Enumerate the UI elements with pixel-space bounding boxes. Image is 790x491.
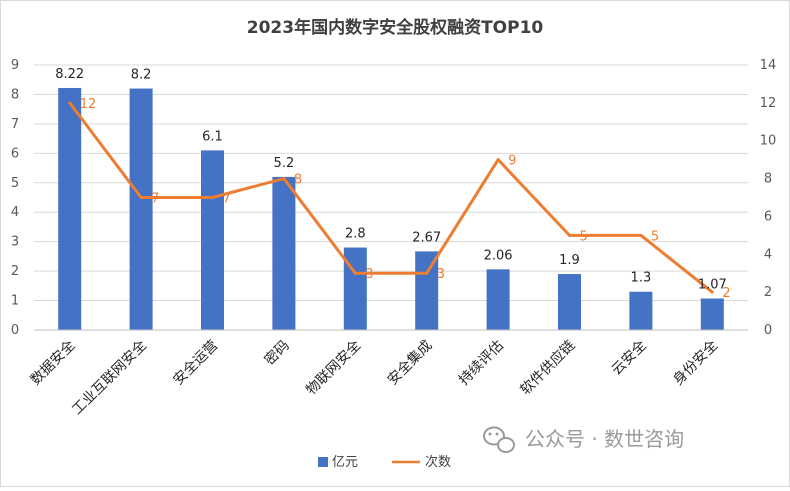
line-point [496, 158, 500, 162]
line-data-label: 12 [80, 97, 97, 112]
bar-data-label: 1.07 [698, 277, 727, 292]
y-left-tick-label: 6 [11, 146, 19, 161]
line-data-label: 7 [151, 192, 159, 207]
line-data-label: 8 [294, 173, 302, 188]
chart-title: 2023年国内数字安全股权融资TOP10 [247, 17, 544, 38]
bar-data-label: 8.2 [131, 68, 152, 83]
bar-data-label: 2.06 [484, 248, 513, 263]
y-left-tick-label: 9 [11, 58, 19, 73]
bar [558, 274, 581, 330]
bar [201, 150, 224, 330]
bar-data-label: 8.22 [55, 67, 84, 82]
line-point [211, 196, 214, 199]
watermark-text: 公众号 · 数世咨询 [525, 427, 684, 451]
bar-data-label: 1.3 [631, 271, 652, 286]
bar [415, 251, 439, 330]
gridlines [34, 64, 748, 302]
bar-series [58, 87, 724, 330]
line-point [639, 233, 643, 237]
line-point [425, 271, 429, 275]
watermark: 公众号 · 数世咨询 [483, 426, 684, 453]
y-left-tick-label: 4 [11, 205, 19, 220]
line-point [68, 101, 72, 105]
bar-data-label: 2.67 [412, 230, 441, 245]
data-labels: 8.22 8.2 6.1 5.2 2.8 2.67 2.06 1.9 1.3 1.07 12 7 7 8 3… [55, 67, 730, 301]
line-data-label: 2 [722, 286, 730, 301]
line-point [710, 290, 714, 294]
wechat-icon [483, 426, 515, 453]
y-left-tick-label: 1 [11, 294, 19, 309]
y-right-tick-label: 2 [764, 285, 772, 300]
bar [129, 88, 153, 330]
legend-line-label: 次数 [425, 454, 451, 470]
bar-data-label: 2.8 [345, 227, 366, 242]
y-right-tick-label: 14 [760, 58, 777, 73]
bar-data-label: 6.1 [202, 129, 223, 144]
y-left-tick-label: 5 [11, 176, 19, 191]
bar-data-label: 5.2 [274, 156, 295, 171]
y-right-tick-label: 12 [760, 96, 777, 111]
y-left-tick-label: 2 [11, 264, 19, 279]
line-data-label: 3 [437, 267, 445, 282]
y-left-tick-label: 3 [11, 235, 19, 250]
line-series [68, 101, 714, 294]
bar [700, 298, 724, 330]
y-right-tick-label: 0 [764, 323, 772, 338]
bar [58, 87, 82, 330]
line-data-label: 3 [365, 267, 373, 282]
line-point [353, 271, 357, 275]
line-point [139, 196, 143, 199]
legend-bar-swatch [318, 457, 328, 467]
line-data-label: 9 [508, 154, 516, 169]
y-right-tick-label: 4 [764, 247, 772, 262]
y-left-tick-label: 7 [11, 117, 19, 132]
y-left-tick-label: 8 [11, 87, 19, 102]
bar [629, 291, 653, 330]
line-data-label: 7 [223, 192, 231, 207]
y-right-tick-label: 8 [764, 172, 772, 187]
line-data-label: 5 [651, 229, 659, 244]
line-data-label: 5 [580, 229, 588, 244]
legend-bar-label: 亿元 [332, 455, 358, 470]
line-point [568, 233, 571, 237]
bar-data-label: 1.9 [559, 253, 580, 268]
line-path [68, 101, 714, 294]
y-left-tick-label: 0 [11, 323, 19, 338]
bar [486, 269, 510, 330]
bar [272, 176, 296, 330]
y-right-tick-label: 10 [760, 134, 777, 149]
legend: 亿元 次数 [318, 454, 451, 470]
y-right-tick-label: 6 [764, 209, 772, 224]
line-point [282, 177, 286, 181]
bar [343, 247, 367, 330]
